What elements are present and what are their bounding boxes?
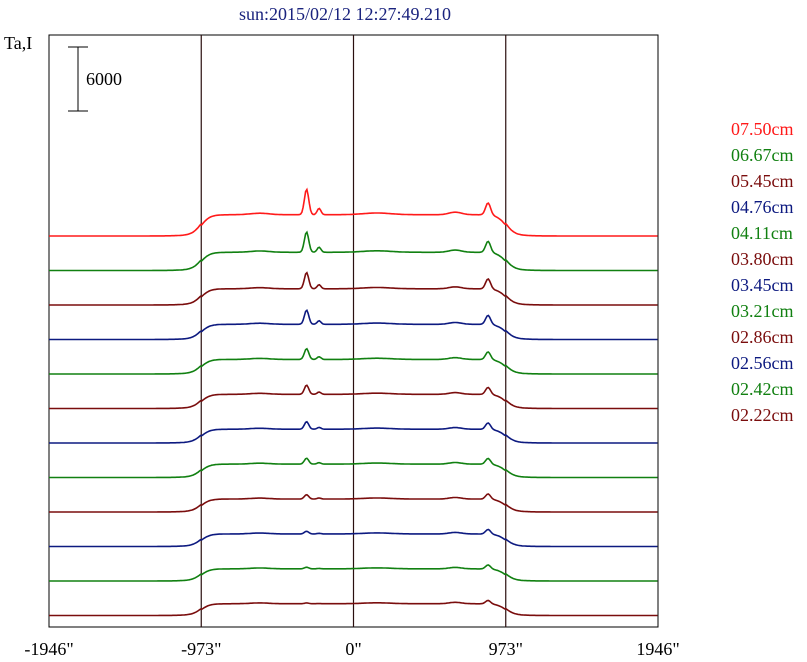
series-line-07.50cm [49,187,658,237]
legend-entry: 02.42cm [731,379,794,399]
series-line-02.42cm [49,564,658,582]
series-line-03.45cm [49,420,658,444]
legend-entry: 03.21cm [731,301,794,321]
legend-entry: 07.50cm [731,119,794,139]
x-tick-label: 973" [489,639,523,659]
legend-entry: 02.22cm [731,405,794,425]
legend-entry: 02.56cm [731,353,794,373]
x-tick-label: -1946" [24,639,73,659]
series-line-06.67cm [49,230,658,272]
y-axis-label: Ta,I [4,33,32,53]
legend-entry: 03.80cm [731,249,794,269]
series-line-03.21cm [49,457,658,479]
series-line-02.22cm [49,599,658,617]
legend-entry: 04.11cm [731,223,793,243]
series-line-04.76cm [49,308,658,341]
scale-bar-label: 6000 [86,69,122,89]
series-line-04.11cm [49,347,658,375]
legend-entry: 06.67cm [731,145,794,165]
series-line-03.80cm [49,384,658,410]
chart-title: sun:2015/02/12 12:27:49.210 [239,4,451,24]
legend-entry: 05.45cm [731,171,794,191]
legend-entry: 02.86cm [731,327,794,347]
series-line-05.45cm [49,271,658,306]
series-line-02.56cm [49,528,658,548]
x-tick-label: 0" [345,639,361,659]
series-line-02.86cm [49,493,658,513]
legend-entry: 04.76cm [731,197,794,217]
x-tick-label: 1946" [636,639,679,659]
x-tick-label: -973" [181,639,221,659]
scale-bar: 6000 [68,46,122,112]
legend-entry: 03.45cm [731,275,794,295]
